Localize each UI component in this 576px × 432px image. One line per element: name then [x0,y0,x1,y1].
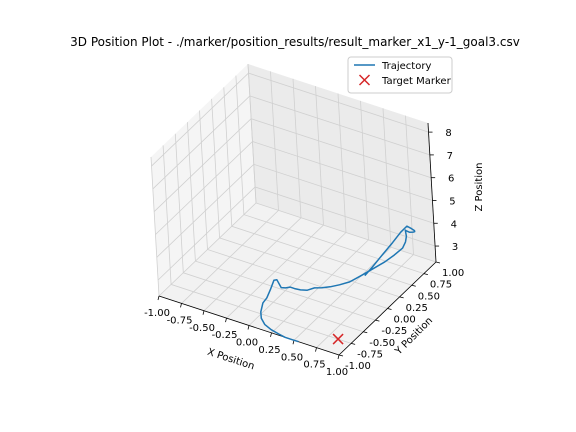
y-tick-mark [411,284,416,287]
legend-target-label: Target Marker [381,76,452,87]
x-tick-label: -0.75 [167,315,193,326]
z-axis-label: Z Position [474,163,485,212]
y-tick-label: -0.75 [357,349,383,360]
grid-line-y [174,133,364,333]
y-tick-mark [423,273,428,276]
z-tick-label: 8 [445,128,451,139]
y-tick-label: -1.00 [345,361,371,372]
y-tick-mark [351,342,356,345]
y-tick-label: -0.25 [381,326,407,337]
z-axis-line [427,122,437,263]
grid-line-y [223,87,412,286]
y-tick-label: 1.00 [442,268,464,279]
grid-line-z [153,118,432,212]
z-tick-label: 7 [447,151,453,162]
legend-trajectory-label: Trajectory [381,61,431,72]
grid-lines [150,63,437,356]
grid-line-y [199,110,388,309]
y-tick-mark [399,296,404,299]
x-tick-mark [180,303,182,308]
plot-marks [260,225,416,345]
x-tick-mark [157,295,160,301]
z-tick-label: 4 [451,219,457,230]
x-tick-label: 1.00 [326,367,348,378]
z-tick-label: 5 [449,196,455,207]
grid-line-z [157,186,436,281]
target-marker-stroke [332,333,344,345]
y-tick-mark [338,354,344,357]
chart-title: 3D Position Plot - ./marker/position_res… [70,35,520,49]
x-tick-label: -0.25 [212,330,238,341]
x-tick-label: 0.75 [303,360,325,371]
x-tick-mark [225,318,227,323]
x-tick-mark [337,354,340,360]
trajectory-line [260,225,416,343]
legend-frame [347,56,453,94]
x-tick-label: -1.00 [144,308,170,319]
z-tick-label: 6 [448,174,454,185]
x-tick-mark [247,325,250,330]
grid-line-z [155,141,433,235]
y-tick-mark [363,331,368,334]
legend-target-stroke [358,74,371,86]
y-tick-label: 0.50 [418,291,440,302]
y-tick-label: 0.00 [394,315,416,326]
x-tick-label: 0.00 [236,338,258,349]
y-tick-mark [435,261,441,264]
target-marker [332,333,344,345]
z-tick-label: 3 [452,242,458,253]
x-tick-mark [315,347,317,352]
y-tick-mark [375,319,380,322]
grid-line-y [235,75,425,274]
grid-line-z [151,72,429,167]
legend: Trajectory Target Marker [347,56,453,94]
x-tick-label: 0.50 [281,352,303,363]
y-tick-label: 0.25 [406,303,428,314]
x-tick-label: -0.50 [189,323,215,334]
tick-labels: -1.00-0.75-0.50-0.250.000.250.500.751.00… [144,128,464,378]
grid-line-y [247,63,437,263]
y-tick-label: -0.50 [369,338,395,349]
legend-target-swatch [358,74,371,86]
grid-line-y [187,122,376,321]
grid-line-z [152,95,430,190]
y-tick-mark [387,308,392,310]
x-tick-mark [202,310,205,315]
x-tick-mark [270,332,272,337]
grid-line-y [162,145,352,344]
x-tick-label: 0.25 [258,345,280,356]
grid-line-z [156,163,434,258]
y-tick-label: 0.75 [430,280,452,291]
grid-line-y [211,98,400,298]
